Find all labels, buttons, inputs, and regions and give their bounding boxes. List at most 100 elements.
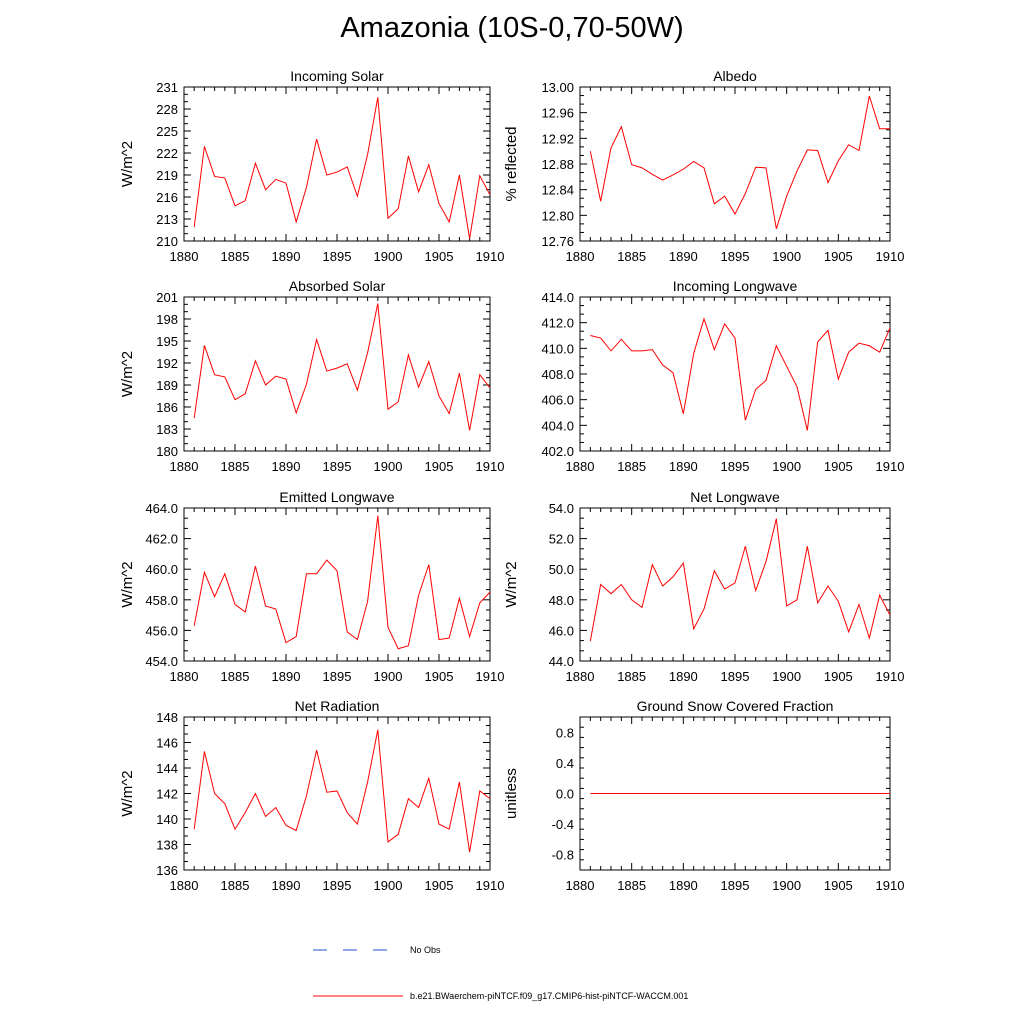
- y-tick-label: 189: [156, 378, 178, 393]
- series-line-1: [589, 95, 890, 229]
- plot-frame: [183, 296, 491, 452]
- series-line-1: [590, 317, 891, 431]
- x-tick-label: 1890: [669, 878, 698, 893]
- x-tick-label: 1895: [323, 249, 352, 264]
- series-line-1: [193, 97, 491, 239]
- x-tick-label: 1880: [170, 878, 199, 893]
- y-tick-label: 12.88: [541, 157, 574, 172]
- y-axis-label: W/m^2: [119, 770, 136, 816]
- y-tick-label: 148: [156, 710, 178, 725]
- y-tick-label: 13.00: [541, 80, 574, 95]
- y-tick-label: 140: [156, 812, 178, 827]
- x-tick-label: 1905: [425, 669, 454, 684]
- x-tick-label: 1895: [721, 249, 750, 264]
- y-tick-label: 48.0: [549, 593, 574, 608]
- y-axis-label: unitless: [503, 768, 520, 819]
- panels-group: 1880 1885 1890 1895 1900 1905 1910 210 213 216 219…: [119, 68, 904, 893]
- y-tick-label: 50.0: [549, 562, 574, 577]
- x-tick-label: 1890: [669, 249, 698, 264]
- chart-panel-3: 1880 1885 1890 1895 1900 1905 1910 180 183 186 189…: [119, 278, 504, 474]
- y-tick-label: 406.0: [541, 393, 574, 408]
- y-axis-label: W/m^2: [119, 561, 136, 607]
- panel-title: Net Radiation: [295, 698, 380, 714]
- plot-frame: [183, 86, 491, 242]
- x-tick-label: 1890: [272, 669, 301, 684]
- x-tick-label: 1905: [824, 249, 853, 264]
- x-tick-label: 1900: [374, 669, 403, 684]
- y-tick-label: 52.0: [549, 532, 574, 547]
- series-line-1: [193, 515, 491, 650]
- x-tick-label: 1895: [721, 459, 750, 474]
- chart-panel-7: 1880 1885 1890 1895 1900 1905 1910 136 138 140 142…: [119, 698, 504, 893]
- panel-title: Net Longwave: [690, 489, 780, 505]
- x-tick-label: 1895: [721, 669, 750, 684]
- x-tick-label: 1910: [476, 878, 505, 893]
- y-tick-label: 0.4: [556, 756, 574, 771]
- panel-title: Albedo: [713, 68, 757, 84]
- y-tick-label: 195: [156, 334, 178, 349]
- x-tick-label: 1880: [566, 878, 595, 893]
- x-tick-label: 1905: [824, 669, 853, 684]
- x-tick-label: 1900: [772, 249, 801, 264]
- y-tick-label: 408.0: [541, 367, 574, 382]
- x-tick-label: 1880: [566, 669, 595, 684]
- y-tick-label: -0.4: [552, 817, 574, 832]
- y-tick-label: 412.0: [541, 316, 574, 331]
- y-tick-label: 231: [156, 80, 178, 95]
- y-tick-label: 192: [156, 356, 178, 371]
- x-tick-label: 1890: [272, 249, 301, 264]
- y-tick-label: 228: [156, 102, 178, 117]
- x-tick-label: 1905: [425, 459, 454, 474]
- y-tick-label: 0.8: [556, 725, 574, 740]
- panel-title: Incoming Longwave: [673, 278, 798, 294]
- x-tick-label: 1905: [824, 459, 853, 474]
- x-tick-label: 1900: [374, 878, 403, 893]
- x-tick-label: 1910: [876, 459, 905, 474]
- y-tick-label: 12.84: [541, 183, 574, 198]
- y-tick-label: 222: [156, 146, 178, 161]
- y-tick-label: 414.0: [541, 290, 574, 305]
- y-tick-label: 456.0: [145, 623, 178, 638]
- x-tick-label: 1905: [824, 878, 853, 893]
- x-tick-label: 1885: [221, 878, 250, 893]
- y-tick-label: 54.0: [549, 501, 574, 516]
- x-tick-label: 1900: [772, 459, 801, 474]
- x-tick-label: 1890: [669, 459, 698, 474]
- y-tick-label: 12.96: [541, 106, 574, 121]
- x-tick-label: 1910: [476, 669, 505, 684]
- x-tick-label: 1905: [425, 878, 454, 893]
- legend-model-label: b.e21.BWaerchem-piNTCF.f09_g17.CMIP6-his…: [410, 991, 688, 1001]
- x-tick-label: 1885: [617, 669, 646, 684]
- x-tick-label: 1910: [876, 669, 905, 684]
- x-tick-label: 1900: [374, 249, 403, 264]
- y-tick-label: 138: [156, 838, 178, 853]
- y-tick-label: 462.0: [145, 532, 178, 547]
- y-tick-label: 142: [156, 787, 178, 802]
- x-tick-label: 1890: [272, 459, 301, 474]
- x-tick-label: 1880: [170, 459, 199, 474]
- y-tick-label: 44.0: [549, 654, 574, 669]
- y-tick-label: 225: [156, 124, 178, 139]
- panel-title: Absorbed Solar: [289, 278, 386, 294]
- x-tick-label: 1895: [323, 669, 352, 684]
- y-tick-label: 410.0: [541, 341, 574, 356]
- y-tick-label: 186: [156, 400, 178, 415]
- chart-panel-8: 1880 1885 1890 1895 1900 1905 1910 -0.8 -0.4 0.0 0…: [503, 698, 904, 893]
- series-line-1: [193, 729, 491, 853]
- plot-frame: [579, 507, 891, 662]
- x-tick-label: 1885: [221, 669, 250, 684]
- y-axis-label: W/m^2: [119, 351, 136, 397]
- x-tick-label: 1885: [617, 459, 646, 474]
- y-tick-label: 12.80: [541, 208, 574, 223]
- x-tick-label: 1900: [374, 459, 403, 474]
- x-tick-label: 1880: [170, 669, 199, 684]
- x-tick-label: 1910: [476, 459, 505, 474]
- x-tick-label: 1885: [221, 459, 250, 474]
- x-tick-label: 1910: [876, 249, 905, 264]
- y-tick-label: 464.0: [145, 501, 178, 516]
- y-tick-label: 404.0: [541, 418, 574, 433]
- chart-panel-1: 1880 1885 1890 1895 1900 1905 1910 210 213 216 219…: [119, 68, 504, 264]
- y-tick-label: 210: [156, 234, 178, 249]
- x-tick-label: 1910: [476, 249, 505, 264]
